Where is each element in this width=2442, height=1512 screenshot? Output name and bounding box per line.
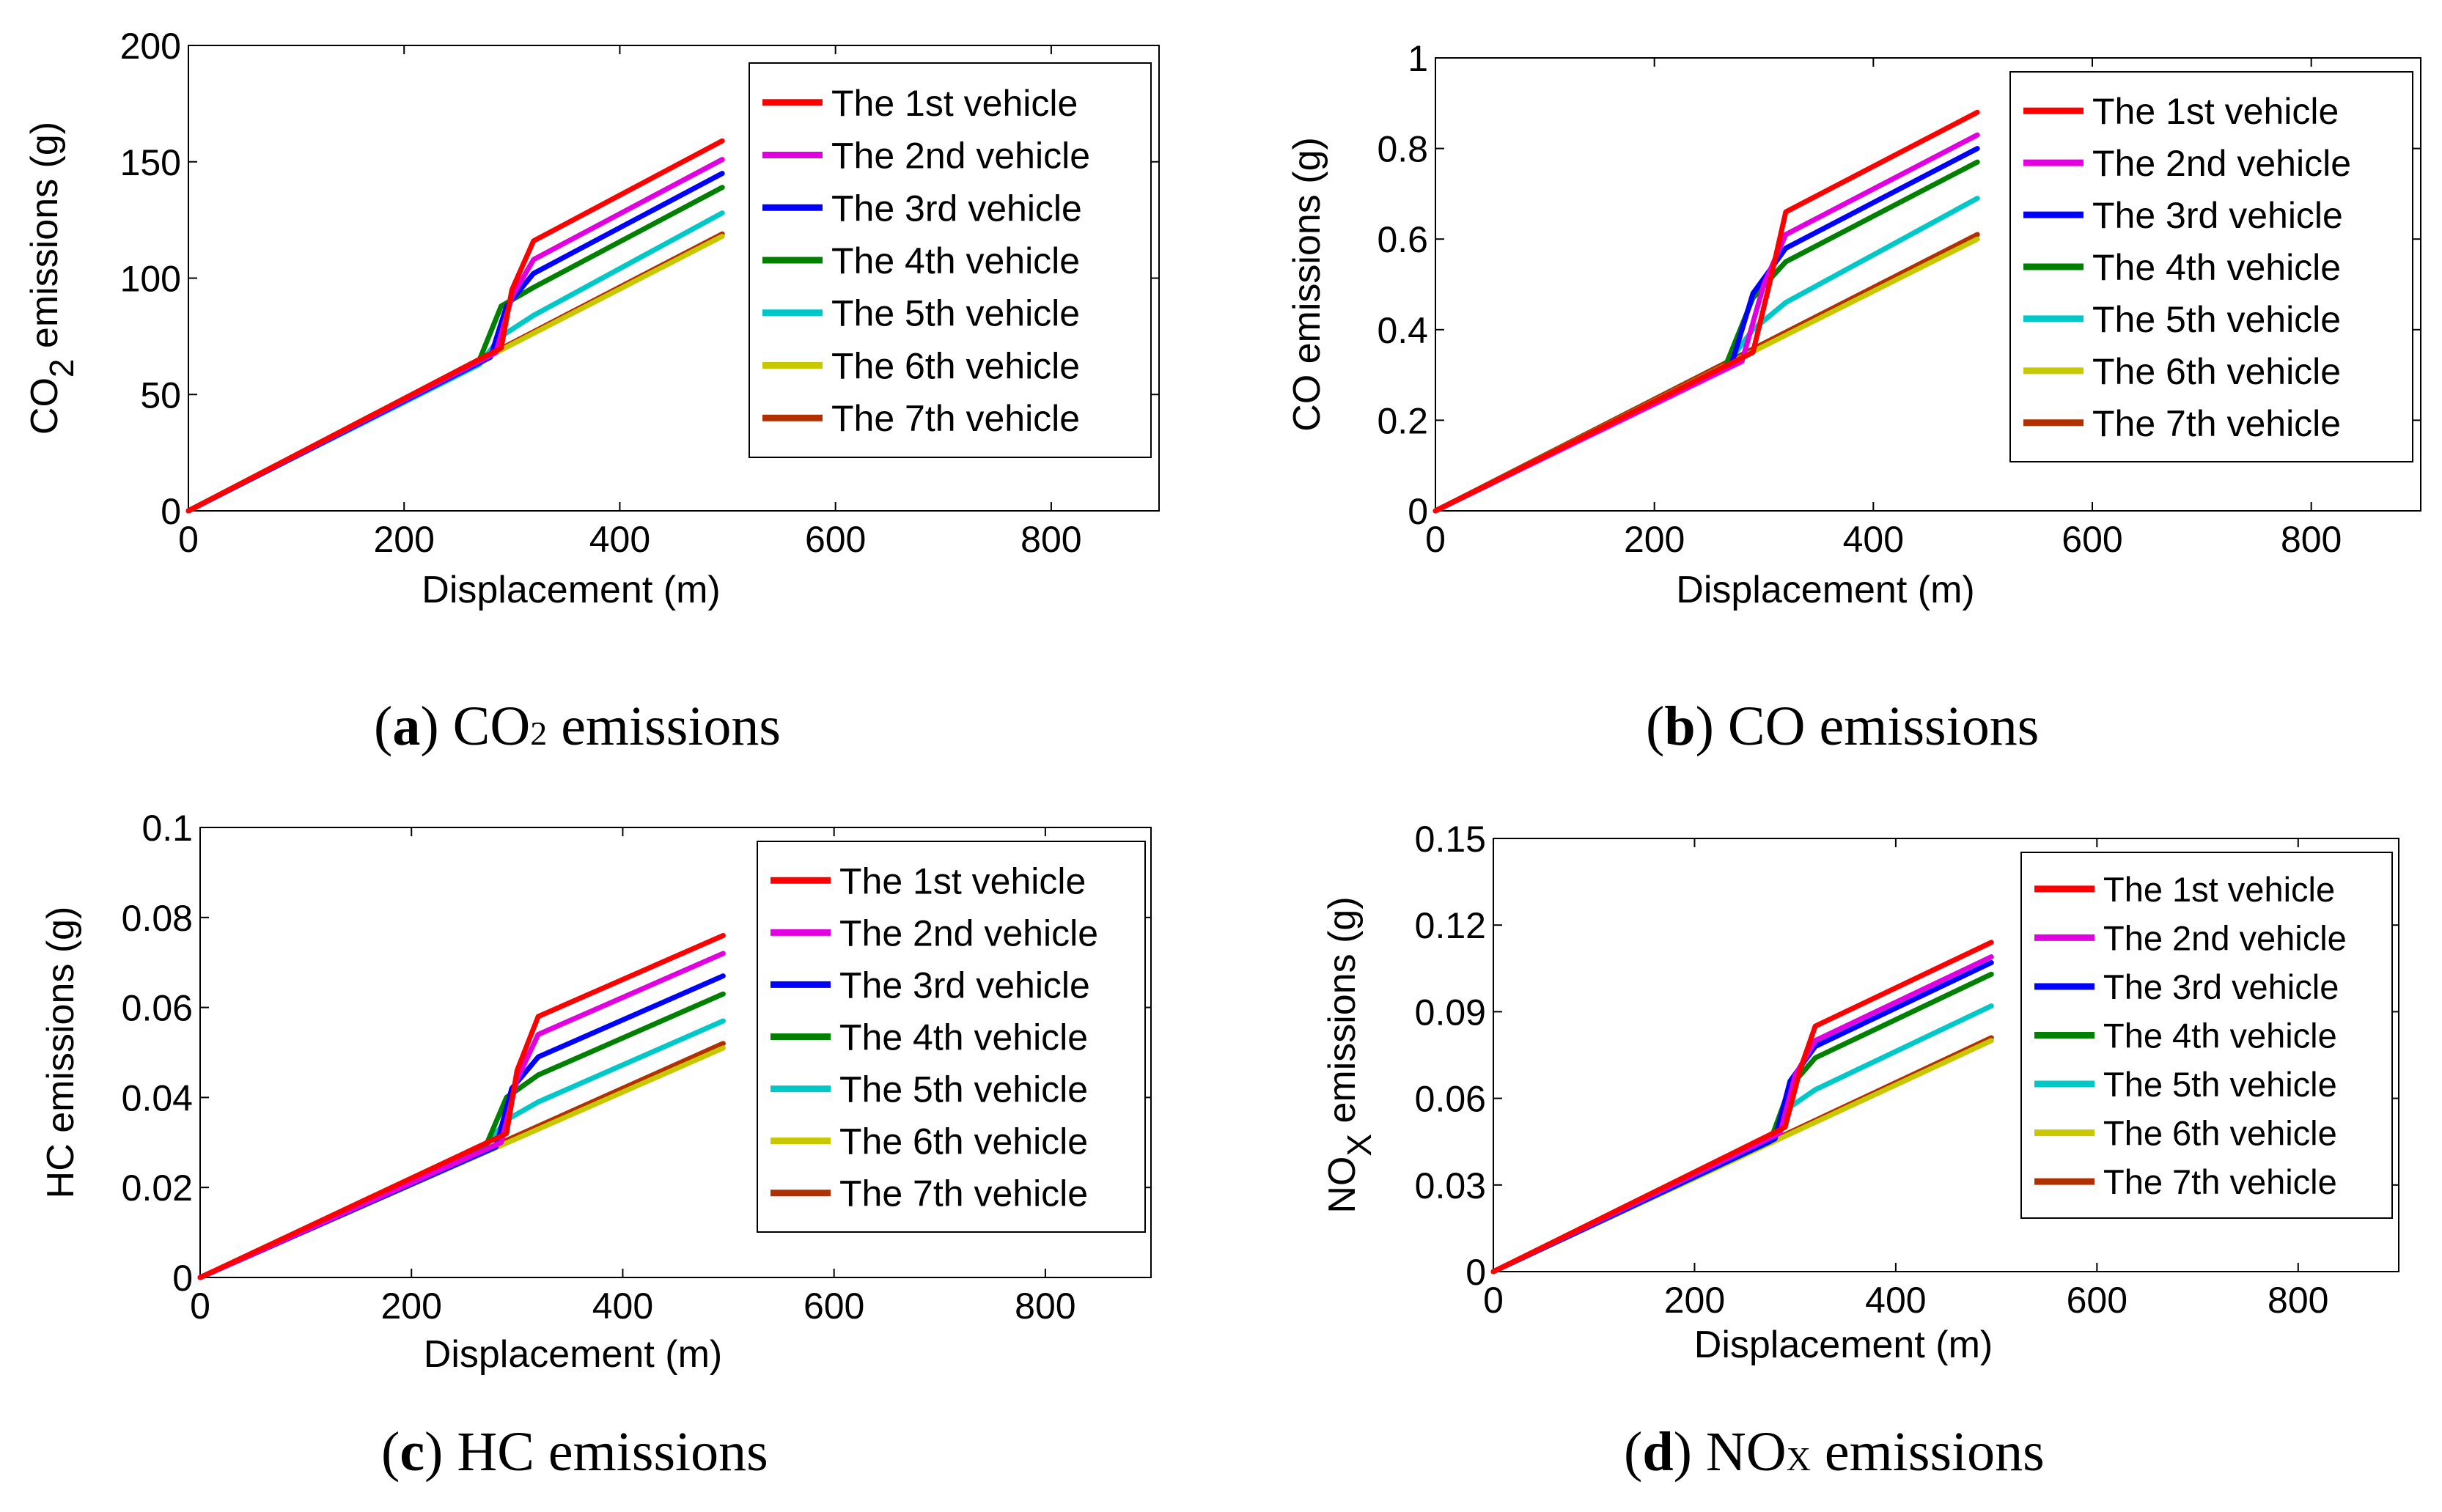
y-tick-label: 0 <box>1408 491 1428 532</box>
x-axis-label: Displacement (m) <box>1694 1324 1993 1366</box>
y-tick-label: 0.4 <box>1377 310 1428 351</box>
y-tick-label: 0.09 <box>1415 992 1486 1033</box>
y-axis-label: NOX emissions (g) <box>1321 896 1378 1213</box>
y-axis-label: CO emissions (g) <box>1286 137 1328 432</box>
y-tick-label: 0.6 <box>1377 219 1428 260</box>
y-tick-label: 0 <box>161 491 181 532</box>
x-tick-label: 600 <box>803 1286 864 1327</box>
series-line-1 <box>185 138 725 514</box>
legend-label: The 1st vehicle <box>2103 870 2335 909</box>
y-tick-label: 0.02 <box>122 1168 193 1209</box>
x-tick-label: 0 <box>178 519 199 560</box>
legend-label: The 4th vehicle <box>839 1017 1088 1058</box>
x-tick-label: 200 <box>1664 1280 1725 1321</box>
legend-label: The 7th vehicle <box>831 398 1080 439</box>
y-tick-label: 0.06 <box>1415 1079 1486 1120</box>
series-line-1 <box>1433 109 1980 514</box>
legend-label: The 7th vehicle <box>839 1173 1088 1214</box>
legend-label: The 1st vehicle <box>831 83 1078 124</box>
y-tick-label: 1 <box>1408 38 1428 79</box>
caption-c: (c) HC emissions <box>381 1421 768 1483</box>
x-tick-label: 800 <box>1015 1286 1075 1327</box>
legend-label: The 4th vehicle <box>2103 1016 2337 1055</box>
x-tick-label: 400 <box>1843 519 1904 560</box>
series-line-1 <box>1490 940 1994 1275</box>
y-tick-label: 200 <box>120 26 181 67</box>
legend: The 1st vehicle The 2nd vehicle The 3rd ve… <box>2020 852 2393 1219</box>
x-tick-label: 200 <box>374 519 435 560</box>
x-tick-label: 800 <box>2281 519 2342 560</box>
y-axis-label: CO2 emissions (g) <box>23 122 81 435</box>
legend-label: The 6th vehicle <box>2092 351 2341 392</box>
y-tick-label: 0.1 <box>141 808 193 849</box>
x-tick-label: 400 <box>1865 1280 1926 1321</box>
x-axis-label: Displacement (m) <box>424 1333 722 1376</box>
y-tick-label: 0.2 <box>1377 400 1428 441</box>
legend-label: The 7th vehicle <box>2103 1162 2337 1201</box>
legend-label: The 3rd vehicle <box>831 188 1082 229</box>
chart-panel-0: 0 200 400 600 800 0 50 100 150 200 Displacement (m… <box>23 26 1160 611</box>
x-tick-label: 400 <box>592 1286 653 1327</box>
legend-label: The 2nd vehicle <box>831 136 1090 177</box>
caption-a: (a) CO2 emissions <box>374 696 781 757</box>
legend: The 1st vehicle The 2nd vehicle The 3rd ve… <box>757 841 1146 1233</box>
caption-b: (b) CO emissions <box>1646 696 2040 757</box>
legend-label: The 2nd vehicle <box>2103 918 2347 957</box>
x-tick-label: 0 <box>1425 519 1446 560</box>
legend-label: The 1st vehicle <box>2092 91 2339 132</box>
x-tick-label: 200 <box>381 1286 442 1327</box>
legend-label: The 5th vehicle <box>831 293 1080 334</box>
legend-label: The 3rd vehicle <box>839 965 1090 1006</box>
x-axis-label: Displacement (m) <box>422 569 720 611</box>
legend-label: The 6th vehicle <box>2103 1113 2337 1152</box>
y-tick-label: 0.06 <box>122 988 193 1029</box>
y-tick-label: 50 <box>140 375 181 416</box>
legend: The 1st vehicle The 2nd vehicle The 3rd ve… <box>2009 71 2413 462</box>
x-tick-label: 0 <box>1483 1280 1504 1321</box>
chart-panel-1: 0 200 400 600 800 0 0.2 0.4 0.6 0.8 1 Displacement … <box>1286 38 2421 611</box>
series-line-1 <box>197 932 726 1280</box>
legend-label: The 7th vehicle <box>2092 403 2341 444</box>
y-axis-label: HC emissions (g) <box>40 907 82 1199</box>
x-tick-label: 600 <box>2062 519 2122 560</box>
legend-label: The 3rd vehicle <box>2103 967 2339 1006</box>
legend-label: The 1st vehicle <box>839 860 1086 901</box>
legend-label: The 6th vehicle <box>831 345 1080 386</box>
legend-label: The 3rd vehicle <box>2092 195 2343 236</box>
x-tick-label: 600 <box>805 519 866 560</box>
chart-panel-2: 0 200 400 600 800 0 0.02 0.04 0.06 0.08 0.1 Displac… <box>40 808 1152 1376</box>
y-tick-label: 0 <box>1465 1252 1486 1293</box>
x-tick-label: 600 <box>2067 1280 2127 1321</box>
legend-label: The 2nd vehicle <box>839 912 1098 954</box>
y-tick-label: 0.12 <box>1415 905 1486 946</box>
y-tick-label: 0.03 <box>1415 1165 1486 1206</box>
y-tick-label: 150 <box>120 142 181 183</box>
legend-label: The 5th vehicle <box>839 1069 1088 1110</box>
legend-label: The 4th vehicle <box>831 240 1080 281</box>
legend-label: The 6th vehicle <box>839 1121 1088 1162</box>
y-tick-label: 0 <box>172 1258 193 1299</box>
legend-label: The 5th vehicle <box>2103 1065 2337 1104</box>
x-axis-label: Displacement (m) <box>1676 569 1974 611</box>
y-tick-label: 0.04 <box>122 1077 193 1118</box>
legend: The 1st vehicle The 2nd vehicle The 3rd ve… <box>749 62 1152 458</box>
x-tick-label: 200 <box>1624 519 1685 560</box>
x-tick-label: 800 <box>1020 519 1081 560</box>
legend-label: The 2nd vehicle <box>2092 143 2351 184</box>
y-tick-label: 100 <box>120 259 181 300</box>
y-tick-label: 0.15 <box>1415 819 1486 860</box>
chart-panel-3: 0 200 400 600 800 0 0.03 0.06 0.09 0.12 0.15 Displa… <box>1321 819 2399 1366</box>
x-tick-label: 0 <box>190 1286 210 1327</box>
caption-d: (d) NOX emissions <box>1624 1421 2045 1483</box>
y-tick-label: 0.08 <box>122 898 193 939</box>
x-tick-label: 400 <box>589 519 650 560</box>
legend-label: The 4th vehicle <box>2092 247 2341 288</box>
y-tick-label: 0.8 <box>1377 129 1428 170</box>
legend-label: The 5th vehicle <box>2092 299 2341 340</box>
x-tick-label: 800 <box>2268 1280 2328 1321</box>
